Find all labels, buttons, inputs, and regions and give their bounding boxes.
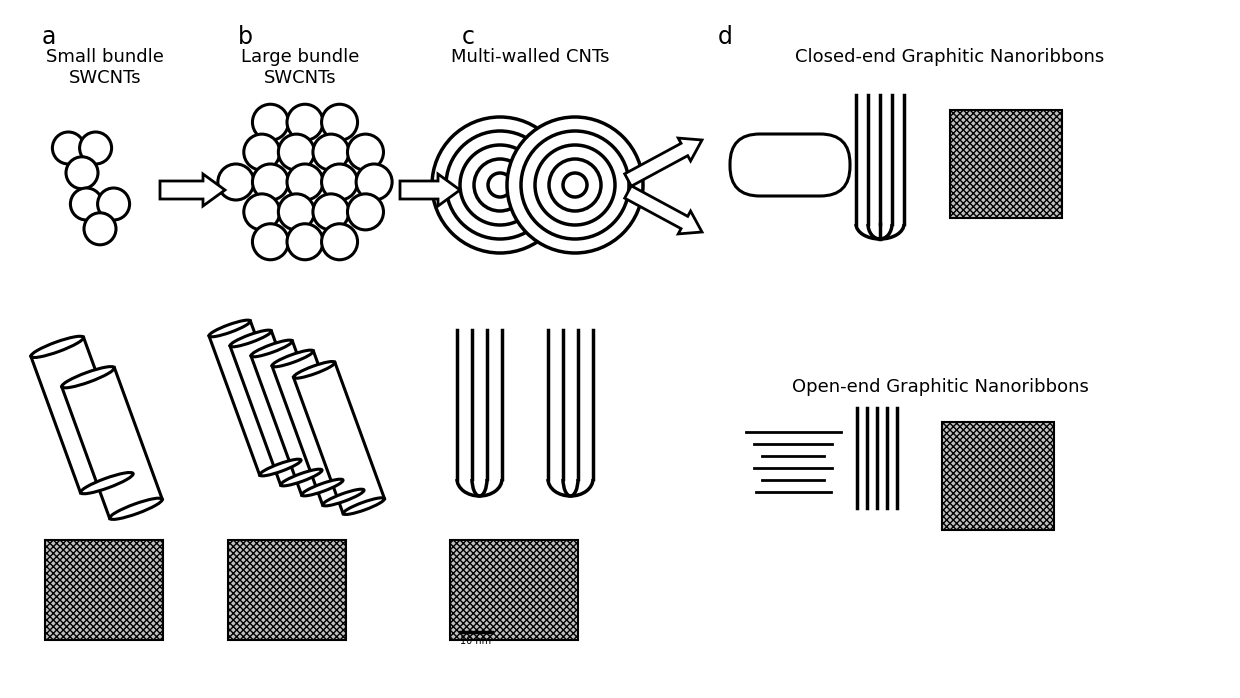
Text: Closed-end Graphitic Nanoribbons: Closed-end Graphitic Nanoribbons <box>795 48 1105 66</box>
Ellipse shape <box>81 473 133 493</box>
Circle shape <box>356 164 392 200</box>
Circle shape <box>278 194 315 230</box>
Circle shape <box>446 131 554 239</box>
Ellipse shape <box>294 362 335 378</box>
FancyBboxPatch shape <box>742 141 838 189</box>
Circle shape <box>521 131 629 239</box>
Circle shape <box>534 145 615 225</box>
Text: b: b <box>238 25 253 49</box>
Ellipse shape <box>210 320 250 337</box>
Text: d: d <box>718 25 733 49</box>
Circle shape <box>52 132 84 164</box>
Bar <box>950 110 1061 218</box>
Ellipse shape <box>109 498 162 519</box>
Circle shape <box>321 104 357 140</box>
Polygon shape <box>62 368 162 519</box>
Circle shape <box>312 134 348 170</box>
Bar <box>942 422 1054 530</box>
Circle shape <box>244 194 280 230</box>
Circle shape <box>66 157 98 188</box>
Circle shape <box>253 224 289 260</box>
Polygon shape <box>31 337 133 493</box>
Ellipse shape <box>31 336 83 357</box>
Ellipse shape <box>301 480 343 496</box>
FancyArrow shape <box>625 138 702 186</box>
Circle shape <box>507 117 644 253</box>
Text: 10 nm: 10 nm <box>460 636 491 646</box>
Circle shape <box>286 104 322 140</box>
Text: a: a <box>42 25 56 49</box>
Circle shape <box>253 164 289 200</box>
Bar <box>45 540 162 640</box>
FancyBboxPatch shape <box>754 147 826 183</box>
Text: c: c <box>463 25 475 49</box>
Circle shape <box>347 194 383 230</box>
Circle shape <box>312 194 348 230</box>
Bar <box>450 540 578 640</box>
Ellipse shape <box>280 469 322 486</box>
Ellipse shape <box>322 489 365 506</box>
Ellipse shape <box>272 350 314 367</box>
FancyArrow shape <box>625 186 702 234</box>
Polygon shape <box>250 341 343 495</box>
FancyArrow shape <box>401 174 460 206</box>
Circle shape <box>244 134 280 170</box>
Circle shape <box>489 173 512 197</box>
Circle shape <box>98 188 130 220</box>
Circle shape <box>549 159 601 211</box>
Polygon shape <box>229 331 322 485</box>
FancyArrow shape <box>160 174 224 206</box>
Circle shape <box>286 224 322 260</box>
Circle shape <box>84 213 117 245</box>
Circle shape <box>253 104 289 140</box>
Ellipse shape <box>259 459 301 476</box>
Circle shape <box>321 164 357 200</box>
Ellipse shape <box>229 330 272 347</box>
Bar <box>228 540 346 640</box>
Polygon shape <box>210 321 301 475</box>
Ellipse shape <box>250 340 293 357</box>
Ellipse shape <box>343 498 384 514</box>
FancyBboxPatch shape <box>766 153 813 177</box>
Text: Multi-walled CNTs: Multi-walled CNTs <box>451 48 609 66</box>
Circle shape <box>278 134 315 170</box>
Circle shape <box>432 117 568 253</box>
Ellipse shape <box>62 366 114 388</box>
Text: Large bundle
SWCNTs: Large bundle SWCNTs <box>241 48 360 87</box>
Text: Small bundle
SWCNTs: Small bundle SWCNTs <box>46 48 164 87</box>
Circle shape <box>218 164 254 200</box>
Circle shape <box>474 159 526 211</box>
Polygon shape <box>272 351 365 505</box>
Circle shape <box>321 224 357 260</box>
FancyBboxPatch shape <box>730 134 849 196</box>
Circle shape <box>347 134 383 170</box>
Circle shape <box>286 164 322 200</box>
Circle shape <box>563 173 587 197</box>
Circle shape <box>79 132 112 164</box>
Circle shape <box>71 188 103 220</box>
Circle shape <box>460 145 539 225</box>
Text: Open-end Graphitic Nanoribbons: Open-end Graphitic Nanoribbons <box>791 378 1089 396</box>
FancyBboxPatch shape <box>777 159 802 171</box>
Polygon shape <box>294 362 384 514</box>
